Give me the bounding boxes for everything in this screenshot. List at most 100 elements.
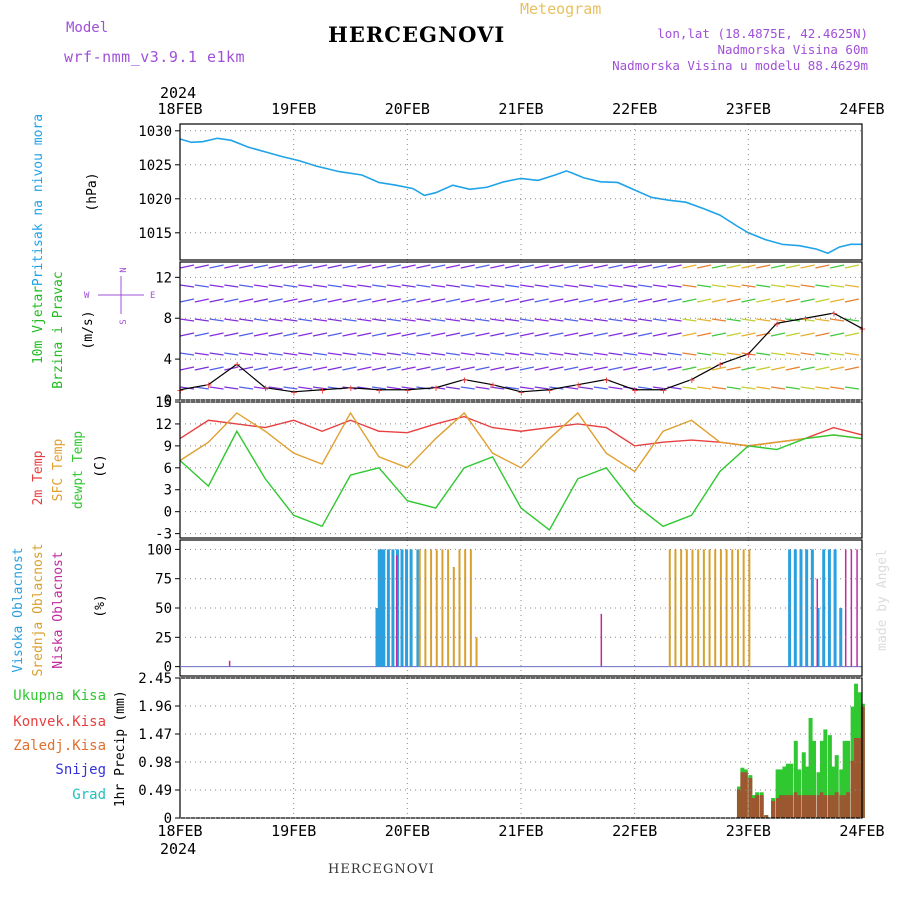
wind-barb: [756, 298, 771, 303]
wind-barb: [312, 284, 328, 288]
precip-total-bar: [816, 772, 821, 818]
time-tick-top: 20FEB: [385, 100, 430, 118]
wind-barb: [194, 284, 209, 288]
wind-barb: [194, 386, 209, 390]
wind-barb: [564, 332, 579, 337]
wind-barb: [593, 298, 608, 303]
wind-barb: [578, 386, 594, 390]
wind-barb: [386, 366, 402, 371]
cloud-bar: [685, 549, 688, 667]
gust-marker: +: [490, 379, 497, 392]
wind-barb: [756, 284, 771, 288]
wind-barb: [327, 298, 342, 303]
wind-barb: [726, 386, 741, 390]
precip-total-bar: [811, 740, 816, 818]
wind-barb: [564, 264, 579, 269]
wind-barb: [401, 318, 416, 322]
wind-barb: [800, 298, 815, 303]
wind-barb: [830, 386, 845, 390]
wind-barb: [667, 284, 682, 288]
wind-barb: [534, 264, 549, 269]
wind-barb: [637, 352, 653, 356]
wind-barb: [386, 264, 402, 269]
wind-barb: [283, 298, 298, 303]
wind-barb: [667, 298, 682, 303]
cloud-bar: [447, 549, 450, 667]
cloud-bar: [702, 549, 705, 667]
precip-conv-bar: [751, 798, 756, 818]
wind-barb: [785, 366, 800, 371]
y-tick-label: 12: [155, 270, 172, 286]
wind-barb: [431, 264, 446, 269]
wind-series: +++++++++++++++++++++++++: [177, 264, 866, 399]
wind-barb: [637, 332, 653, 337]
cloud-bar: [416, 549, 420, 667]
wind-barb: [697, 298, 712, 303]
wind-barb: [357, 284, 372, 288]
wind-barb: [519, 332, 534, 337]
time-tick-bottom: 24FEB: [839, 822, 884, 840]
gust-marker: +: [234, 358, 241, 371]
wind-barb: [372, 352, 387, 356]
wind-barb: [224, 332, 239, 337]
cloud-bar: [725, 549, 728, 667]
wind-barb: [209, 386, 224, 390]
wind-barb: [578, 318, 594, 322]
compass-e: E: [150, 291, 155, 301]
wind-barb: [549, 318, 564, 322]
wind-barb: [445, 352, 461, 356]
gust-marker: +: [348, 382, 355, 395]
wind-barb: [593, 284, 608, 288]
wind-barb: [830, 352, 845, 356]
cloud-bar: [827, 549, 831, 667]
wind-barb: [238, 264, 254, 269]
y-tick-label: 9: [164, 439, 172, 455]
wind-barb: [534, 366, 549, 371]
wind-barb: [431, 332, 446, 337]
wind-barb: [711, 366, 727, 371]
pressure-line: [179, 137, 862, 255]
wind-barb: [312, 264, 328, 269]
y-tick-label: 0: [164, 393, 172, 409]
wind-barb: [268, 264, 283, 269]
gust-marker: +: [376, 384, 383, 397]
wind-barb: [770, 386, 786, 390]
cloud-bar: [380, 549, 384, 667]
wind-barb: [682, 298, 697, 303]
wind-barb: [179, 318, 195, 322]
precip-conv-bar: [827, 795, 832, 818]
wind-barb: [445, 298, 461, 303]
wind-barb: [682, 386, 697, 390]
wind-barb: [593, 318, 608, 322]
wind-barb: [770, 284, 786, 288]
wind-barb: [578, 284, 594, 288]
wind-barb: [460, 298, 475, 303]
wind-barb: [475, 264, 490, 269]
gust-marker: +: [603, 374, 610, 387]
cloud-bar: [441, 549, 444, 667]
gust-marker: +: [291, 386, 298, 399]
compass-s: S: [119, 319, 129, 324]
precip-conv-bar: [857, 738, 862, 818]
wind-barb: [682, 284, 697, 288]
location-lonlat: lon,lat (18.4875E, 42.4625N): [657, 26, 868, 41]
wind-barb: [697, 284, 712, 288]
cloud-bar: [731, 549, 734, 667]
cloud-bar: [386, 549, 390, 667]
wind-barb: [770, 298, 786, 303]
wind-barb: [224, 352, 239, 356]
model-name: wrf-nmm_v3.9.1 e1km: [64, 48, 246, 66]
wind-barb: [401, 386, 416, 390]
precip-conv-bar: [740, 772, 745, 818]
wind-barb: [416, 352, 431, 356]
wind-barb: [239, 386, 254, 390]
precip-conv-bar: [785, 795, 790, 818]
wind-barb: [637, 284, 653, 288]
wind-label-2: Brzina i Pravac: [51, 271, 66, 388]
wind-barb: [253, 366, 269, 371]
wind-barb: [239, 318, 254, 322]
wind-barb: [504, 318, 520, 322]
wind-barb: [519, 366, 534, 371]
y-tick-label: 0: [164, 811, 172, 827]
